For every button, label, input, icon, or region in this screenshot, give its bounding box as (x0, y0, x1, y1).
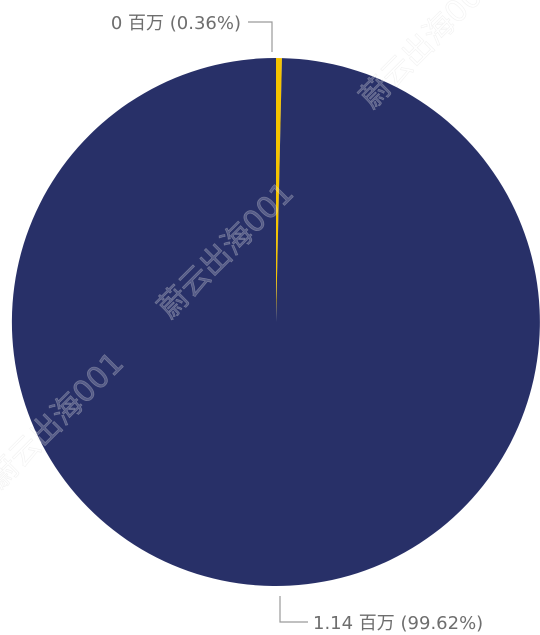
slice-labels: 0 百万 (0.36%) 1.14 百万 (99.62%) (111, 13, 483, 634)
leader-lines (248, 21, 308, 623)
pie-slice-0 (276, 58, 282, 322)
watermark-top-right: 蔚云出海001 (353, 0, 503, 116)
leader-line-large-slice (279, 596, 308, 623)
pie-slice-1 (11, 58, 540, 586)
leader-line-small-slice (248, 21, 273, 52)
pie-slices (11, 58, 540, 586)
slice-label-large: 1.14 百万 (99.62%) (313, 613, 483, 634)
slice-label-small: 0 百万 (0.36%) (111, 13, 241, 34)
